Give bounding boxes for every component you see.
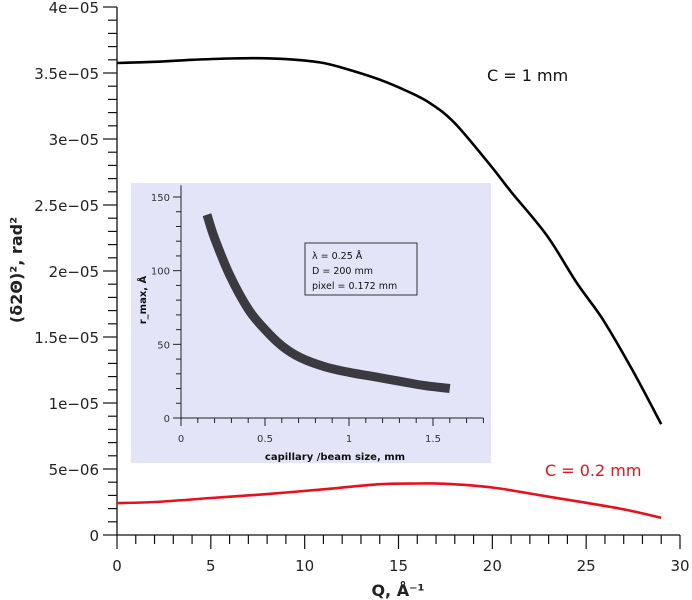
y-tick-label: 2e−05 <box>49 263 99 281</box>
x-tick-label: 25 <box>577 557 596 575</box>
inset-x-tick-label: 1 <box>346 434 352 445</box>
y-tick-label: 3e−05 <box>49 131 99 149</box>
main-tick-labels: 0 5 10 15 20 25 3005e−061e−051.5e−052e−052.5e−… <box>34 0 689 575</box>
y-tick-label: 1e−05 <box>49 395 99 413</box>
inset-param-distance: D = 200 mm <box>312 266 373 277</box>
x-tick-label: 30 <box>670 557 689 575</box>
y-tick-label: 2.5e−05 <box>34 197 99 215</box>
y-tick-label: 1.5e−05 <box>34 329 99 347</box>
x-axis-title: Q, Å⁻¹ <box>371 581 424 600</box>
y-tick-label: 5e−06 <box>49 461 99 479</box>
main-axes <box>103 6 681 549</box>
inset-x-tick-label: 1.5 <box>425 434 441 445</box>
inset-y-tick-label: 100 <box>151 267 170 278</box>
y-tick-label: 4e−05 <box>49 0 99 17</box>
x-tick-label: 15 <box>389 557 408 575</box>
inset-y-axis-title: r_max, Å <box>136 275 149 324</box>
x-tick-label: 10 <box>295 557 314 575</box>
inset-tick-labels: 0 0.5 1 1.5 0 50 100 150 <box>151 193 441 445</box>
x-tick-label: 20 <box>483 557 502 575</box>
inset-y-tick-label: 150 <box>151 193 170 204</box>
annotation-c-0.2mm: C = 0.2 mm <box>545 461 641 480</box>
inset-x-tick-label: 0 <box>178 434 184 445</box>
x-tick-label: 5 <box>206 557 216 575</box>
inset-parameter-box <box>304 242 418 296</box>
y-axis-title: (δ2Θ)², rad² <box>7 217 26 323</box>
inset-axes <box>173 185 484 426</box>
inset-x-tick-label: 0.5 <box>257 434 273 445</box>
inset-x-axis-title: capillary /beam size, mm <box>265 452 405 463</box>
series-c-0.2mm-line <box>116 482 662 520</box>
series-c-1mm-line <box>116 56 663 425</box>
x-tick-label: 0 <box>112 557 122 575</box>
inset-background <box>131 183 491 463</box>
inset-rmax-curve <box>202 213 451 393</box>
y-tick-label: 0 <box>89 527 99 545</box>
annotation-c-1mm: C = 1 mm <box>487 66 568 85</box>
inset-y-tick-label: 50 <box>157 340 170 351</box>
inset-param-pixel: pixel = 0.172 mm <box>312 281 397 292</box>
y-tick-label: 3.5e−05 <box>34 65 99 83</box>
inset-param-lambda: λ = 0.25 Å <box>312 250 363 262</box>
inset-y-tick-label: 0 <box>164 414 170 425</box>
